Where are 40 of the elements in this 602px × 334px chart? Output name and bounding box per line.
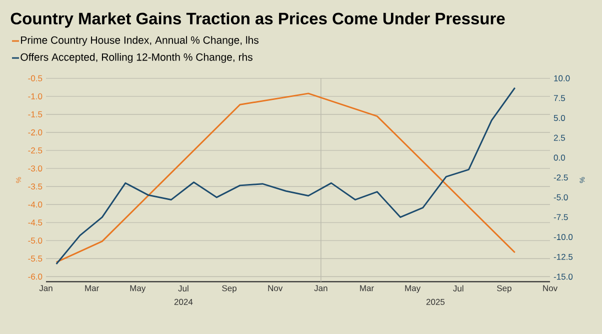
y2-tick-label: -10.0: [554, 234, 573, 240]
y-tick-label: -2.5: [28, 147, 42, 154]
y-tick-label: -1.0: [28, 93, 42, 100]
y-tick-label: -2.0: [28, 129, 42, 136]
x-tick-label: May: [405, 285, 421, 293]
x-tick-label: Sep: [497, 285, 512, 293]
y-tick-label: -3.5: [28, 183, 42, 190]
y2-tick-label: 2.5: [554, 134, 565, 141]
y2-tick-label: 7.5: [554, 95, 565, 102]
x-tick-label: Jul: [453, 285, 464, 292]
x-tick-label: Sep: [222, 285, 236, 293]
y-tick-label: -0.5: [28, 75, 42, 82]
y2-tick-label: -5.0: [554, 194, 568, 200]
x-tick-label: May: [130, 285, 146, 293]
legend-label: Prime Country House Index, Annual % Change, lhs: [21, 36, 258, 46]
y-tick-label: -5.0: [28, 238, 42, 244]
y-tick-label: -4.0: [28, 202, 42, 208]
y-tick-label: -5.5: [28, 256, 42, 262]
y-tick-label: -1.5: [28, 111, 42, 118]
x-tick-label: Mar: [85, 285, 99, 292]
y-tick-label: -4.5: [28, 220, 42, 226]
y-tick-label: -3.0: [28, 165, 42, 172]
y-tick-label: -6.0: [28, 274, 42, 280]
x-tick-label: Nov: [543, 285, 558, 292]
chart-title: Country Market Gains Traction as Prices Come Under Pressure: [10, 12, 505, 28]
x-tick-label: Jan: [314, 285, 328, 292]
y2-tick-label: -12.5: [554, 254, 573, 260]
y2-tick-label: 0.0: [554, 154, 566, 161]
text: 2024: [174, 298, 193, 305]
text: 2025: [426, 298, 445, 305]
y2-tick-label: 5.0: [554, 114, 566, 121]
legend-label: Offers Accepted, Rolling 12-Month % Change, rhs: [20, 53, 252, 63]
x-tick-label: Jul: [178, 285, 188, 292]
x-tick-label: Nov: [268, 285, 283, 292]
y2-tick-label: -2.5: [554, 174, 568, 181]
y2-tick-label: -7.5: [554, 214, 568, 220]
x-tick-label: Jan: [39, 285, 52, 292]
y2-tick-label: -15.0: [554, 274, 573, 280]
y2-tick-label: 10.0: [554, 75, 570, 82]
x-tick-label: Mar: [360, 285, 374, 292]
